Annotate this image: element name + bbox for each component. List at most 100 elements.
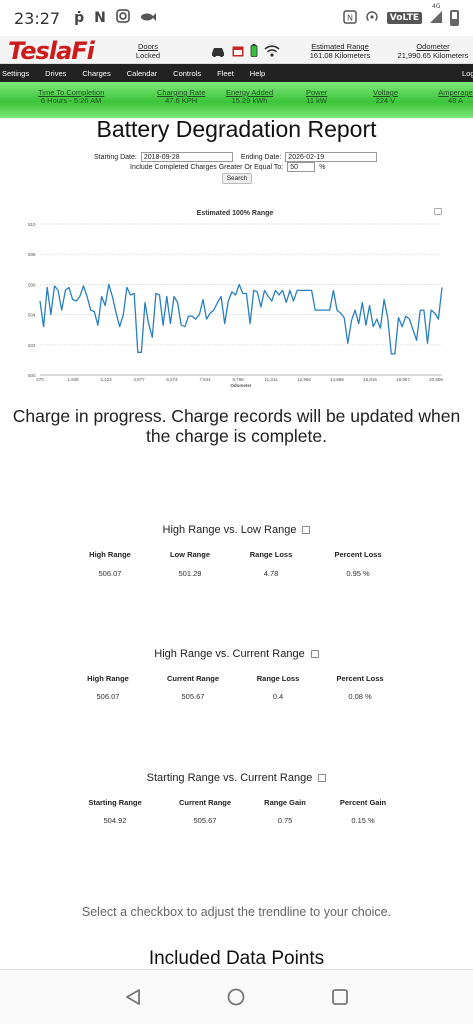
table-cell: 506.07 [96,692,120,701]
table-cell: 505.67 [181,692,205,701]
table-cell: 0.95 % [346,569,370,578]
col-header: High Range [87,674,129,683]
y-tick-label: 508 [28,252,36,257]
signal-icon: 4G [430,3,442,26]
end-date-input[interactable]: 2026-02-19 [285,152,378,162]
x-tick-label: 6,274 [166,377,178,382]
section-starting-vs-current-title: Starting Range vs. Current Range [0,772,473,784]
x-tick-label: 270 [36,377,44,382]
recents-icon[interactable] [331,988,349,1011]
nav-logout[interactable]: Logout [462,68,473,78]
system-icons: N VoLTE 4G [343,3,459,27]
teslafi-logo[interactable]: TeslaFi [8,37,95,65]
main-nav: Settings Drives Charges Calendar Control… [0,64,473,82]
x-axis-label: Odometer [230,383,252,388]
col-header: Range Loss [249,550,293,559]
table-cell: 501.29 [178,569,202,578]
y-tick-label: 502 [28,343,36,348]
status-time: 23:27 [14,8,61,28]
n-icon: N [94,10,106,26]
estimated-range: Estimated Range 161.08 Kilometers [309,42,371,60]
include-charges-label: Include Completed Charges Greater Or Equ… [130,163,284,171]
app-header: TeslaFi Doors Locked Estimated Range 161… [0,36,473,65]
col-header: Current Range [166,674,220,683]
high-vs-low-checkbox[interactable] [302,526,311,534]
back-icon[interactable] [124,988,142,1011]
y-tick-label: 506 [28,282,36,287]
nav-drives[interactable]: Drives [45,68,67,78]
include-percent-input[interactable]: 50 [287,162,316,172]
x-tick-label: 18,957 [396,377,410,382]
charging-power: Power 11 kW [306,88,328,105]
section-high-vs-current-title: High Range vs. Current Range [0,648,473,660]
start-date-input[interactable]: 2018-09-28 [140,152,233,162]
car-icon[interactable] [210,44,226,62]
col-header: Range Gain [264,798,306,807]
charging-status-bar: Time To Completion 6 Hours - 5:26 AM Cha… [0,82,473,118]
charging-rate: Charging Rate 47.6 KPH [157,88,206,105]
included-data-points-heading: Included Data Points [148,948,325,969]
charge-in-progress-message: Charge in progress. Charge records will … [12,406,461,446]
section-high-vs-low-title: High Range vs. Low Range [0,524,473,536]
y-tick-label: 504 [28,313,36,318]
table-cell: 4.78 [263,569,279,578]
odometer: Odometer 21,990.65 Kilometers [397,42,469,60]
x-tick-label: 4,877 [133,377,145,382]
end-date-label: Ending Date: [240,153,282,161]
battery-icon [450,10,459,26]
volte-icon: VoLTE [386,12,422,24]
table-cell: 505.67 [193,816,217,825]
x-tick-label: 3,423 [100,377,112,382]
charging-time-to-completion: Time To Completion 6 Hours - 5:26 AM [38,88,105,105]
table-cell: 504.92 [103,816,127,825]
col-header: Percent Loss [334,550,382,559]
trendline-hint: Select a checkbox to adjust the trendlin… [81,905,392,919]
col-header: Percent Gain [339,798,387,807]
hotspot-icon [365,10,379,27]
x-tick-label: 11,311 [264,377,278,382]
nav-settings[interactable]: Settings [2,68,30,78]
nav-calendar[interactable]: Calendar [126,68,158,78]
x-tick-label: 9,788 [232,377,244,382]
col-header: Current Range [178,798,232,807]
nfc-icon: N [343,9,357,27]
nav-fleet[interactable]: Fleet [217,68,234,78]
y-tick-label: 510 [28,222,36,227]
col-header: Percent Loss [336,674,384,683]
nav-charges[interactable]: Charges [82,68,111,78]
range-chart: Estimated 100% Range 500 502 504 506 508 510 2… [20,200,450,400]
table-cell: 0.15 % [351,816,375,825]
p-icon: ṗ [74,10,85,26]
table-cell: 506.07 [98,569,122,578]
range-chart-svg: 500 502 504 506 508 510 270 1,935 3,423 4,877 6,27… [28,222,443,388]
x-tick-label: 1,935 [67,377,79,382]
chart-title: Estimated 100% Range [196,210,274,217]
charging-voltage: Voltage 224 V [373,88,399,105]
header-icons [210,44,280,62]
y-tick-label: 500 [28,373,36,378]
nav-controls[interactable]: Controls [173,68,202,78]
high-vs-current-checkbox[interactable] [310,650,319,658]
nav-help[interactable]: Help [249,68,266,78]
x-tick-label: 7,844 [199,377,211,382]
page-title: Battery Degradation Report [96,116,377,142]
x-tick-label: 16,816 [363,377,377,382]
charging-energy-added: Energy Added 15.29 kWh [226,88,274,105]
table-cell: 0.75 [277,816,293,825]
include-unit: % [319,163,326,171]
chart-menu-icon[interactable] [434,208,442,215]
doors-status: Doors Locked [135,42,161,60]
table-cell: 0.4 [272,692,284,701]
battery-charging-icon[interactable] [250,44,258,62]
calendar-icon[interactable] [232,44,244,62]
col-header: High Range [89,550,131,559]
search-button[interactable]: Search [222,173,252,184]
wifi-icon[interactable] [264,44,280,62]
home-icon[interactable] [227,988,245,1011]
x-tick-label: 20,806 [429,377,443,382]
series-line [39,283,443,355]
starting-vs-current-checkbox[interactable] [318,774,327,782]
notification-icons: ṗ N [74,9,156,27]
col-header: Range Loss [256,674,300,683]
table-cell: 0.08 % [348,692,372,701]
